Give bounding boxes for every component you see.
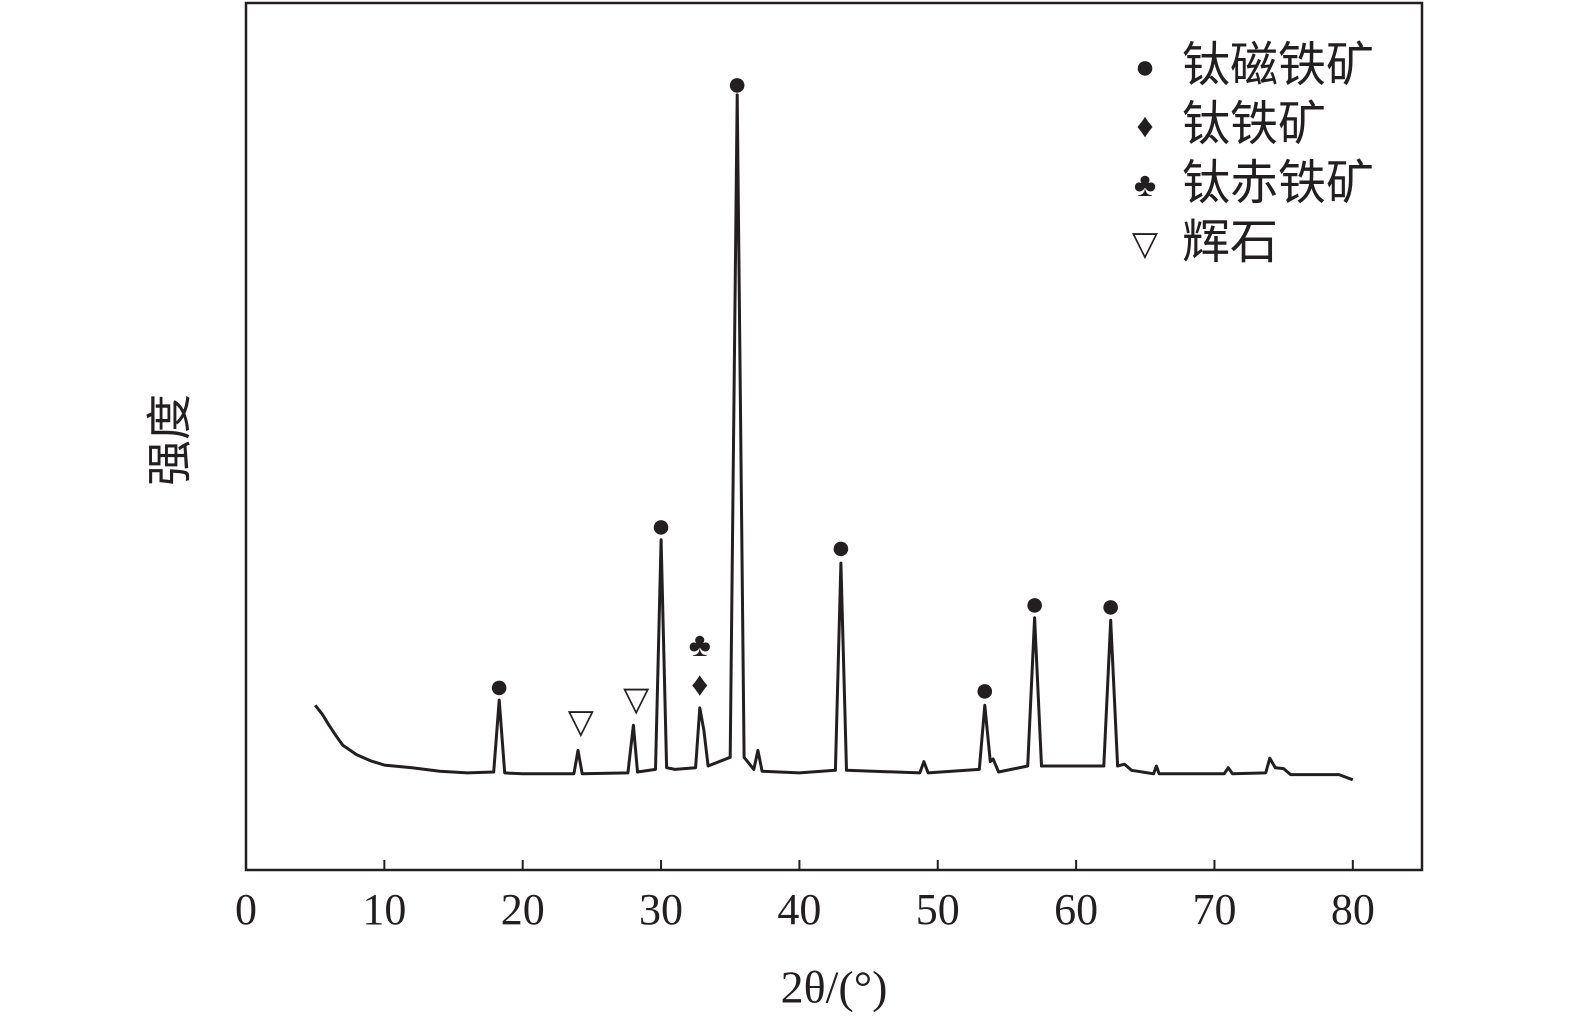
x-tick-label: 0 bbox=[235, 885, 257, 934]
peak-marker: ♦ bbox=[691, 667, 708, 704]
legend-symbol: ♦ bbox=[1136, 108, 1153, 145]
x-axis-label: 2θ/(°) bbox=[781, 962, 888, 1013]
peak-marker: ▽ bbox=[623, 681, 650, 718]
x-tick-label: 30 bbox=[639, 885, 683, 934]
peak-marker: ▽ bbox=[568, 704, 595, 741]
x-tick-label: 10 bbox=[362, 885, 406, 934]
legend-label: 辉石 bbox=[1182, 216, 1278, 269]
x-tick-label: 50 bbox=[916, 885, 960, 934]
peak-marker: ● bbox=[651, 508, 672, 545]
peak-marker: ● bbox=[727, 66, 748, 103]
legend-symbol: ♣ bbox=[1134, 167, 1156, 204]
legend-label: 钛赤铁矿 bbox=[1182, 157, 1374, 210]
x-tick-label: 80 bbox=[1331, 885, 1375, 934]
peak-marker: ● bbox=[1024, 586, 1045, 623]
x-tick-label: 70 bbox=[1192, 885, 1236, 934]
peak-marker: ● bbox=[489, 668, 510, 705]
y-axis-label: 强度 bbox=[145, 394, 196, 486]
peak-marker: ♣ bbox=[689, 627, 711, 664]
peak-marker: ● bbox=[1100, 588, 1121, 625]
peak-marker: ● bbox=[831, 530, 852, 567]
x-tick-label: 40 bbox=[777, 885, 821, 934]
legend-symbol: ▽ bbox=[1132, 226, 1159, 263]
plot-frame bbox=[244, 1, 1424, 872]
peak-marker: ● bbox=[975, 672, 996, 709]
x-tick-label: 20 bbox=[501, 885, 545, 934]
legend-label: 钛铁矿 bbox=[1182, 98, 1326, 151]
x-tick-label: 60 bbox=[1054, 885, 1098, 934]
legend-symbol: ● bbox=[1135, 49, 1156, 86]
legend-label: 钛磁铁矿 bbox=[1182, 39, 1374, 92]
xrd-line bbox=[314, 93, 1354, 782]
